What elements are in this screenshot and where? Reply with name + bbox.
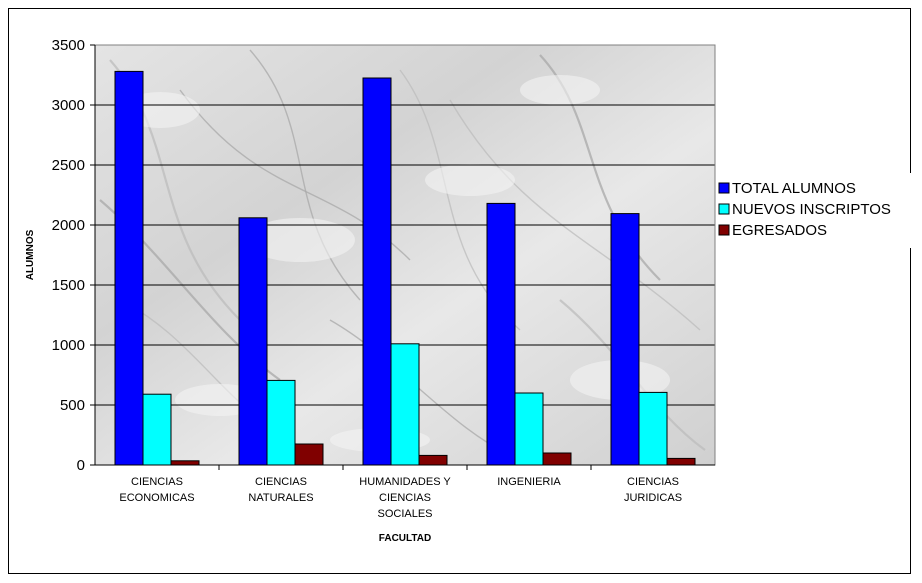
x-axis-title: FACULTAD: [379, 533, 431, 544]
y-tick-label: 1500: [52, 277, 85, 294]
y-tick-label: 3000: [52, 97, 85, 114]
legend-entry: EGRESADOS: [732, 222, 827, 239]
x-category-label: CIENCIAS NATURALES: [248, 476, 313, 504]
bar: [114, 70, 144, 466]
bar: [610, 213, 640, 466]
marble-vein: [449, 99, 701, 331]
bar: [390, 343, 420, 466]
bar: [666, 457, 696, 466]
y-axis-title: ALUMNOS: [25, 229, 36, 280]
bar: [142, 393, 172, 466]
x-category-label: CIENCIAS JURIDICAS: [624, 476, 682, 504]
bar: [418, 454, 448, 466]
bar: [514, 392, 544, 466]
marble-vein: [249, 49, 361, 301]
x-category-label: CIENCIAS ECONOMICAS: [119, 476, 194, 504]
y-tick-label: 1000: [52, 337, 85, 354]
x-category-labels: CIENCIAS ECONOMICAS CIENCIAS NATURALES HUMAN…: [119, 476, 682, 520]
legend-entry: TOTAL ALUMNOS: [732, 180, 856, 197]
y-tick-label: 500: [60, 397, 85, 414]
bar: [542, 452, 572, 466]
marble-patch: [425, 164, 515, 196]
bars: [114, 70, 696, 466]
bar: [294, 443, 324, 466]
legend-swatch: [718, 224, 730, 236]
legend-swatch: [718, 182, 730, 194]
y-tick-labels: 0 500 1000 1500 2000 2500 3000 3500: [52, 37, 85, 474]
y-tick-label: 2000: [52, 217, 85, 234]
bar: [238, 217, 268, 466]
bar: [170, 460, 200, 466]
y-tick-label: 2500: [52, 157, 85, 174]
bar: [638, 391, 668, 466]
marble-patch: [520, 75, 600, 105]
legend-box: [717, 173, 919, 248]
legend: TOTAL ALUMNOS NUEVOS INSCRIPTOS EGRESADOS: [717, 173, 919, 248]
axes: [90, 44, 716, 470]
bar: [486, 202, 516, 466]
y-tick-label: 3500: [52, 37, 85, 54]
legend-entry: NUEVOS INSCRIPTOS: [732, 201, 891, 218]
y-tick-label: 0: [77, 457, 85, 474]
x-category-label: HUMANIDADES Y CIENCIAS SOCIALES: [359, 476, 451, 520]
bar: [362, 77, 392, 466]
marble-patch: [245, 218, 355, 262]
x-category-label: INGENIERIA: [497, 476, 561, 488]
legend-swatch: [718, 203, 730, 215]
bar: [266, 379, 296, 466]
